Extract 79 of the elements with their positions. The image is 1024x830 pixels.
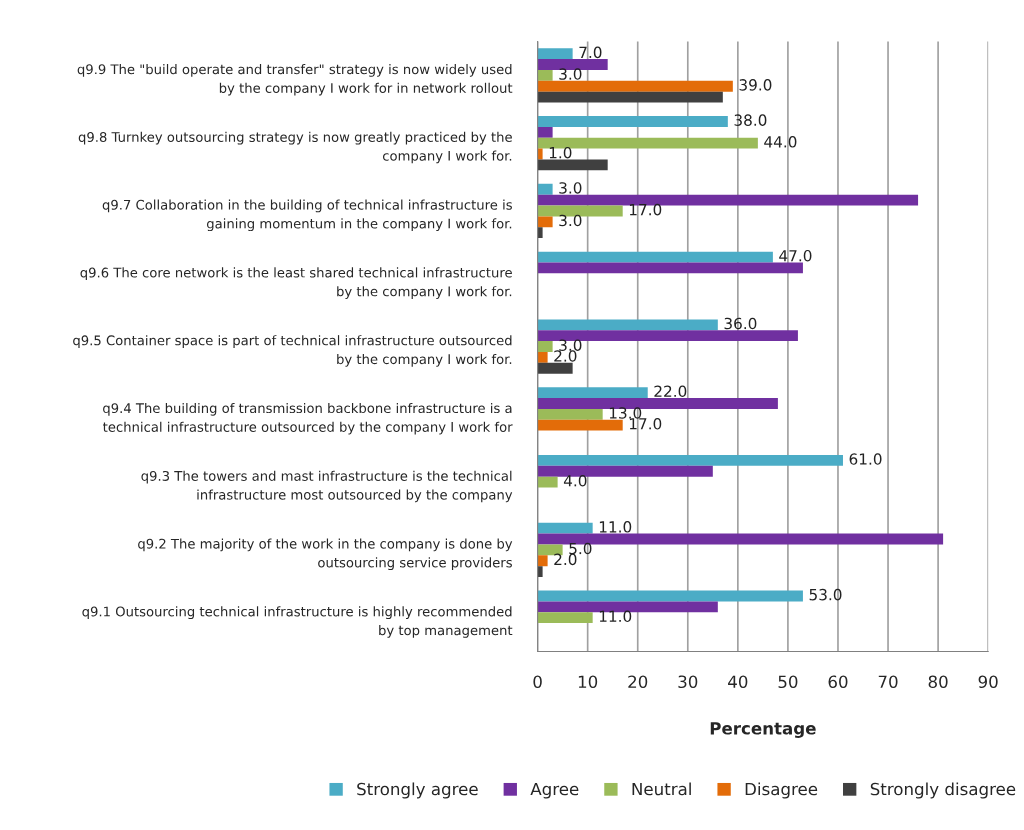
bar: [537, 216, 553, 228]
data-label: 13.0: [609, 407, 642, 419]
bar: [537, 351, 548, 363]
data-label: 38.0: [734, 114, 767, 126]
bar: [537, 612, 593, 624]
bar: [537, 262, 803, 274]
y-tick-label: q9.9 The "build operate and transfer" strategy is now widely used by the company I work for in network rollout: [77, 63, 513, 96]
x-tick-label: 10: [578, 675, 598, 689]
legend-label: Disagree: [745, 782, 818, 799]
data-label: 53.0: [809, 588, 842, 601]
y-tick-label: q9.4 The building of transmission backbone infrastructure is a technical infrastructure outsourced by the company I work for: [103, 402, 513, 435]
data-label: 44.0: [764, 136, 797, 148]
bar: [537, 148, 543, 160]
data-label: 17.0: [629, 203, 662, 216]
y-tick-label: q9.7 Collaboration in the building of technical infrastructure is gaining momentum in the company I work for.: [102, 199, 512, 232]
legend-label: Strongly agree: [357, 782, 478, 799]
data-label: 5.0: [569, 542, 592, 555]
data-label: 1.0: [549, 146, 572, 159]
data-label: 3.0: [559, 68, 582, 80]
bar: [537, 419, 623, 431]
bar: [537, 555, 548, 567]
bar: [537, 341, 553, 352]
bar: [537, 116, 728, 127]
bar: [537, 566, 543, 577]
bar: [537, 91, 723, 103]
data-label: 4.0: [563, 474, 587, 487]
bar: [537, 251, 773, 263]
bar: [537, 454, 843, 466]
data-label: 17.0: [629, 418, 662, 430]
y-tick-label: q9.5 Container space is part of technical infrastructure outsourced by the company I work for.: [73, 335, 512, 367]
bar: [537, 476, 558, 488]
y-tick-label: q9.3 The towers and mast infrastructure is the technical infrastructure most outsourced by the company: [141, 470, 513, 503]
data-label: 36.0: [724, 317, 757, 330]
data-label: 11.0: [599, 521, 632, 533]
x-tick-label: 30: [678, 675, 698, 689]
bar: [537, 362, 573, 374]
legend-label: Strongly disagree: [870, 782, 1016, 799]
bar: [537, 465, 713, 477]
data-label: 2.0: [554, 553, 577, 566]
bar: [537, 398, 778, 409]
bar: [537, 80, 733, 92]
data-label: 61.0: [849, 453, 882, 465]
x-tick-label: 60: [828, 675, 848, 689]
y-tick-label: q9.1 Outsourcing technical infrastructure is highly recommended by top management: [82, 606, 513, 638]
legend-label: Neutral: [632, 782, 691, 796]
bar: [537, 48, 573, 60]
data-label: 22.0: [654, 385, 687, 398]
data-label: 3.0: [559, 339, 582, 351]
x-tick-label: 20: [628, 675, 648, 689]
bar: [537, 408, 603, 420]
data-label: 39.0: [739, 79, 772, 91]
y-tick-label: q9.8 Turnkey outsourcing strategy is now greatly practiced by the company I work for.: [78, 131, 512, 164]
data-label: 11.0: [599, 610, 632, 623]
bar: [537, 227, 543, 239]
x-tick-label: 90: [978, 675, 998, 689]
bar: [537, 137, 758, 149]
x-tick-label: 80: [928, 675, 948, 689]
data-label: 3.0: [559, 214, 582, 227]
bar: [537, 522, 593, 534]
legend-label: Agree: [530, 782, 579, 799]
x-tick-label: 50: [778, 675, 798, 689]
bar: [537, 59, 608, 70]
data-label: 7.0: [579, 46, 602, 59]
y-tick-label: q9.6 The core network is the least shared technical infrastructure by the company I work for.: [80, 267, 512, 299]
x-tick-label: 0: [533, 675, 542, 689]
bar: [537, 126, 553, 138]
bar: [537, 69, 553, 81]
bar: [537, 387, 648, 399]
data-label: 3.0: [559, 182, 582, 194]
x-tick-label: 70: [878, 675, 898, 689]
bar: [537, 183, 553, 195]
x-tick-label: 40: [728, 675, 748, 689]
bar: [537, 319, 718, 331]
bar: [537, 159, 608, 171]
x-axis-title: Percentage: [710, 722, 816, 738]
bar: [537, 590, 803, 602]
y-tick-label: q9.2 The majority of the work in the company is done by outsourcing service providers: [138, 538, 513, 571]
data-label: 2.0: [554, 350, 577, 362]
data-label: 47.0: [779, 249, 812, 262]
